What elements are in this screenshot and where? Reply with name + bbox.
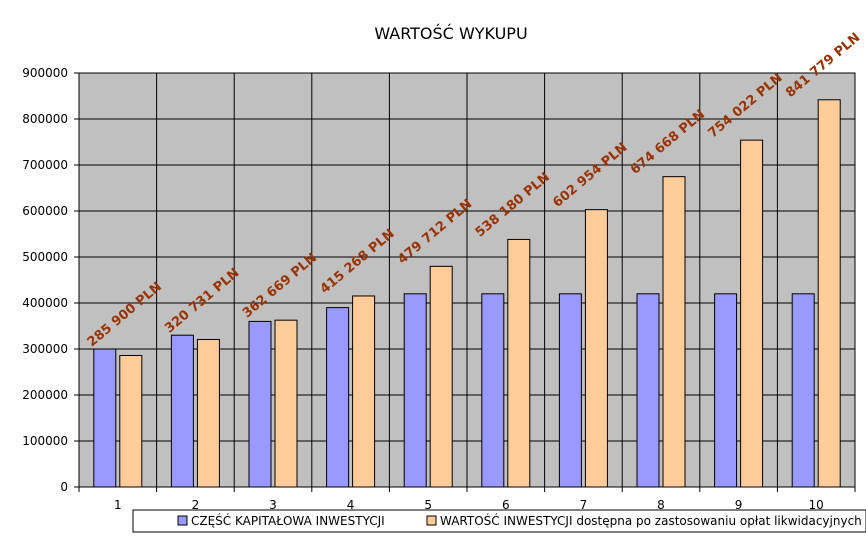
bar-investment-value-3	[274, 319, 298, 488]
x-tick-label: 7	[580, 498, 588, 512]
y-tick-label: 600000	[22, 204, 68, 218]
y-tick-label: 0	[60, 480, 68, 494]
bar-capital-1	[93, 348, 117, 488]
y-tick-label: 800000	[22, 112, 68, 126]
bar-investment-value-2	[196, 338, 220, 488]
x-tick-label: 5	[424, 498, 432, 512]
x-axis: 1 2 3 4 5 6 7 8 9 10	[78, 486, 856, 512]
x-tick-label: 3	[269, 498, 277, 512]
x-tick-label: 1	[114, 498, 122, 512]
bar-investment-value-10	[817, 99, 841, 488]
chart-title: WARTOŚĆ WYKUPU	[374, 24, 527, 43]
bar-capital-2	[170, 334, 194, 488]
bar-capital-9	[714, 293, 738, 488]
bar-investment-value-1	[119, 354, 143, 488]
x-tick-label: 9	[735, 498, 743, 512]
bar-investment-value-8	[662, 176, 686, 488]
legend: CZĘŚĆ KAPITAŁOWA INWESTYCJI WARTOŚĆ INWE…	[132, 509, 866, 533]
bar-capital-8	[636, 293, 660, 488]
bar-investment-value-4	[352, 295, 376, 488]
y-tick-label: 900000	[22, 66, 68, 80]
y-tick-label: 700000	[22, 158, 68, 172]
x-tick-label: 10	[809, 498, 824, 512]
y-tick-label: 500000	[22, 250, 68, 264]
legend-label-investment-value: WARTOŚĆ INWESTYCJI dostępna po zastosowa…	[440, 513, 862, 528]
y-tick-label: 400000	[22, 296, 68, 310]
y-axis: 0 100000 200000 300000 400000 500000 600000 700…	[22, 66, 80, 494]
bar-capital-5	[403, 293, 427, 488]
bar-capital-7	[558, 293, 582, 488]
legend-label-capital: CZĘŚĆ KAPITAŁOWA INWESTYCJI	[191, 513, 385, 528]
bars	[93, 99, 841, 488]
bar-capital-10	[791, 293, 815, 488]
legend-swatch-capital	[177, 515, 188, 526]
bar-investment-value-5	[429, 265, 453, 488]
bar-capital-6	[481, 293, 505, 488]
bar-capital-3	[248, 320, 272, 488]
y-tick-label: 300000	[22, 342, 68, 356]
y-tick-label: 100000	[22, 434, 68, 448]
bar-investment-value-7	[584, 209, 608, 488]
bar-investment-value-6	[507, 238, 531, 488]
x-tick-label: 8	[657, 498, 665, 512]
x-tick-label: 6	[502, 498, 510, 512]
legend-box	[132, 509, 866, 533]
bar-capital-4	[326, 307, 350, 488]
y-tick-label: 200000	[22, 388, 68, 402]
x-tick-label: 4	[347, 498, 355, 512]
x-tick-label: 2	[192, 498, 200, 512]
bar-investment-value-9	[740, 139, 764, 488]
legend-swatch-investment-value	[426, 515, 437, 526]
